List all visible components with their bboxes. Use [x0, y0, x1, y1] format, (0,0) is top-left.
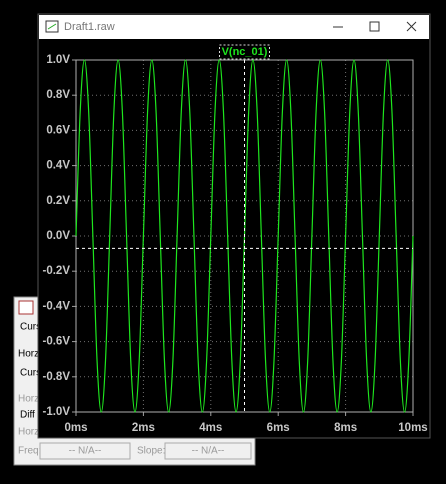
x-tick-label: 4ms: [199, 422, 222, 434]
row-label: Horz:: [18, 427, 42, 438]
y-tick-label: -0.2V: [43, 265, 71, 277]
row-label: Horz: [18, 394, 39, 405]
y-tick-label: 0.0V: [46, 230, 70, 242]
slope-label: Slope:: [137, 446, 165, 457]
y-tick-label: 0.4V: [46, 160, 70, 172]
slope-value: -- N/A--: [192, 446, 225, 457]
y-tick-label: 0.8V: [46, 89, 70, 101]
y-tick-label: 0.6V: [46, 124, 70, 136]
y-tick-label: 1.0V: [46, 54, 70, 66]
row-label: Curs: [20, 368, 41, 379]
y-tick-label: -0.6V: [43, 336, 71, 348]
y-tick-label: -0.8V: [43, 371, 71, 383]
freq-value: -- N/A--: [69, 446, 102, 457]
legend-box: [219, 44, 270, 60]
slope-box: [164, 442, 252, 460]
close-button[interactable]: [406, 21, 417, 32]
window-icon-trace: [47, 23, 57, 30]
title-bar: [39, 15, 429, 39]
plot-window: Draft1.raw: [37, 13, 431, 439]
window-frame: [37, 13, 431, 439]
maximize-button[interactable]: [369, 21, 380, 32]
row-label: Horz:: [18, 349, 42, 360]
row-label: Diff (: [20, 410, 42, 421]
x-tick-label: 2ms: [132, 422, 155, 434]
y-tick-label: -1.0V: [43, 406, 71, 418]
freq-box: [39, 442, 131, 460]
x-tick-label: 0ms: [64, 422, 87, 434]
plot: 1.0V 0.8V 0.6V 0.4V 0.2V 0.0V -0.2V -0.4V -0.6V -…: [43, 44, 428, 434]
dialog-icon: [18, 300, 34, 315]
legend-label: V(nc_01): [222, 46, 268, 58]
x-tick-label: 6ms: [267, 422, 290, 434]
x-tick-label: 10ms: [398, 422, 427, 434]
freq-label: Freq:: [18, 446, 41, 457]
window-title: Draft1.raw: [64, 21, 115, 33]
x-tick-label: 8ms: [334, 422, 357, 434]
y-tick-label: -0.4V: [43, 300, 71, 312]
row-label: Curs: [20, 322, 41, 333]
y-tick-label: 0.2V: [46, 195, 70, 207]
